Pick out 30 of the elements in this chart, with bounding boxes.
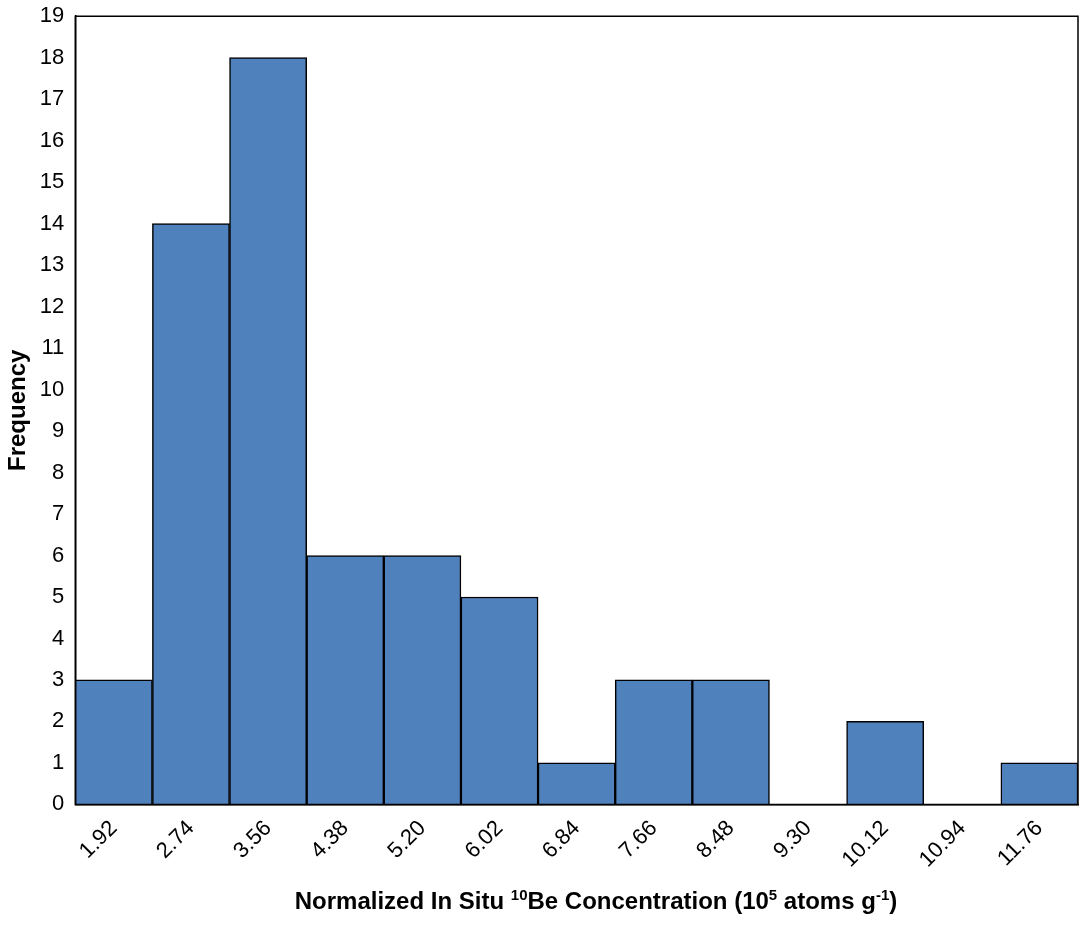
y-tick-label: 11 — [41, 334, 65, 360]
y-tick-label: 2 — [52, 707, 65, 733]
y-tick-label: 18 — [39, 43, 65, 69]
y-tick-label: 13 — [39, 251, 65, 277]
x-tick-label: 6.84 — [536, 814, 585, 863]
x-tick-label: 5.20 — [382, 814, 431, 863]
y-tick-label: 6 — [52, 541, 65, 567]
y-tick-label: 7 — [52, 500, 65, 526]
y-tick-label: 4 — [52, 624, 65, 650]
x-tick-label: 9.30 — [767, 814, 816, 863]
y-tick-label: 10 — [39, 375, 65, 401]
y-tick-label: 9 — [52, 417, 65, 443]
y-tick-label: 14 — [39, 209, 65, 235]
y-axis-title: Frequency — [3, 348, 31, 471]
y-tick-label: 3 — [52, 666, 65, 692]
y-tick-label: 16 — [39, 126, 65, 152]
x-tick-label: 3.56 — [227, 814, 276, 863]
x-tick-label: 4.38 — [305, 814, 354, 863]
y-tick-label: 5 — [52, 583, 65, 609]
x-tick-label: 6.02 — [459, 814, 508, 863]
y-tick-label: 12 — [39, 292, 65, 318]
y-tick-label: 8 — [52, 458, 65, 484]
x-axis-title: Normalized In Situ $^{10}$Be Concentration (10$^{5}$ atoms g$^{-1}$) — [293, 886, 899, 915]
y-tick-label: 1 — [52, 748, 65, 774]
y-tick-label: 0 — [52, 790, 65, 816]
x-tick-label: 8.48 — [690, 814, 739, 863]
x-tick-label: 7.66 — [613, 814, 662, 863]
y-tick-label: 15 — [39, 168, 65, 194]
y-tick-label: 17 — [39, 85, 65, 111]
y-tick-label: 19 — [39, 2, 65, 28]
